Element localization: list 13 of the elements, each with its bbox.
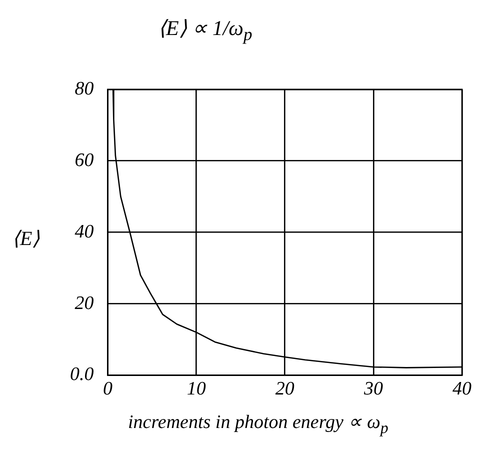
y-tick-label: 60: [74, 150, 94, 171]
x-axis-title: increments in photon energy ∝ ω$_{p}$: [128, 411, 388, 438]
x-tick-label: 40: [452, 378, 472, 400]
chart-title: ⟨E⟩ ∝ 1/ω$_{p}$: [158, 16, 252, 46]
y-tick-label: 20: [74, 292, 94, 314]
y-tick-label: 80: [74, 78, 94, 100]
y-axis-title: ⟨E⟩: [12, 227, 40, 251]
x-tick-label: 20: [275, 378, 295, 400]
x-tick-label: 10: [186, 378, 206, 400]
y-tick-label: 0.0: [70, 364, 94, 386]
y-tick-label: 40: [74, 221, 94, 242]
x-tick-label: 30: [362, 378, 384, 400]
x-tick-label: 0: [103, 378, 113, 400]
